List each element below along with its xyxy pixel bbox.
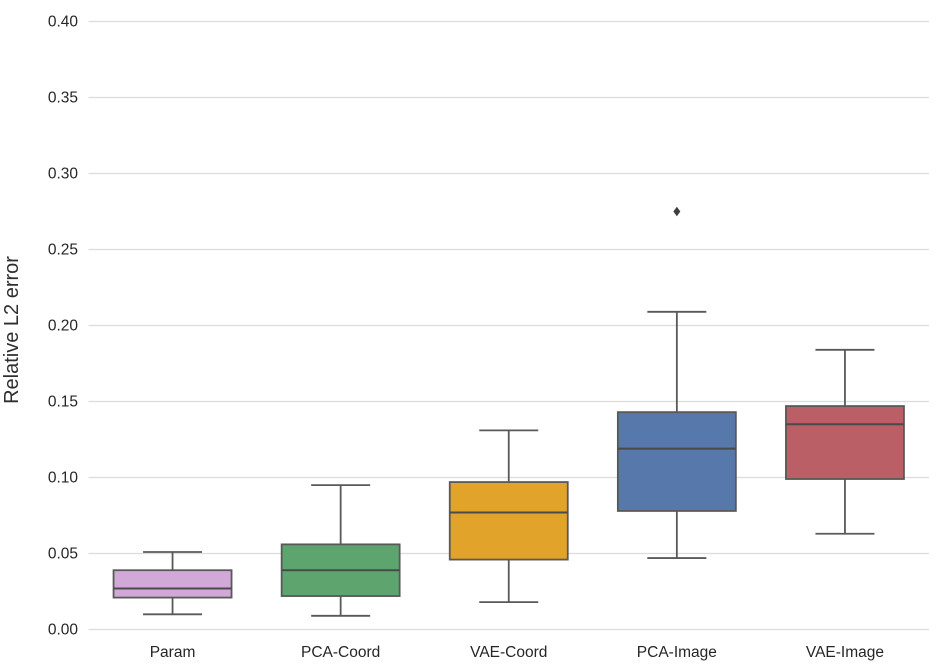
y-tick-label: 0.05 bbox=[48, 546, 78, 563]
x-category-label: PCA-Coord bbox=[301, 644, 380, 661]
y-tick-label: 0.35 bbox=[48, 90, 78, 107]
x-category-label: VAE-Image bbox=[806, 644, 884, 661]
y-tick-label: 0.00 bbox=[48, 622, 79, 639]
y-tick-label: 0.15 bbox=[48, 394, 78, 411]
x-category-label: PCA-Image bbox=[637, 644, 717, 661]
y-tick-label: 0.10 bbox=[48, 470, 79, 487]
y-axis-tick-labels: 0.00 0.05 0.10 0.15 0.20 0.25 0.30 0.35 0.40 bbox=[48, 14, 79, 639]
x-axis-category-labels: Param PCA-Coord VAE-Coord PCA-Image VAE-Imag… bbox=[150, 644, 884, 661]
box-group-vae-coord bbox=[448, 429, 569, 604]
y-axis-title: Relative L2 error bbox=[1, 256, 23, 404]
box-series bbox=[112, 206, 905, 617]
x-category-label: VAE-Coord bbox=[470, 644, 547, 661]
iqr-box bbox=[616, 411, 737, 512]
box-group-pca-coord bbox=[280, 484, 401, 617]
y-tick-label: 0.30 bbox=[48, 166, 79, 183]
box-group-vae-image bbox=[785, 348, 905, 535]
iqr-box bbox=[448, 481, 569, 561]
gridlines bbox=[88, 20, 929, 631]
box-group-pca-image bbox=[616, 206, 737, 559]
x-category-label: Param bbox=[150, 644, 196, 661]
y-tick-label: 0.20 bbox=[48, 318, 79, 335]
outlier-point bbox=[673, 206, 681, 217]
box-group-param bbox=[112, 551, 233, 616]
y-tick-label: 0.40 bbox=[48, 14, 79, 31]
iqr-box bbox=[112, 569, 233, 599]
y-tick-label: 0.25 bbox=[48, 242, 78, 259]
iqr-box bbox=[785, 405, 905, 480]
